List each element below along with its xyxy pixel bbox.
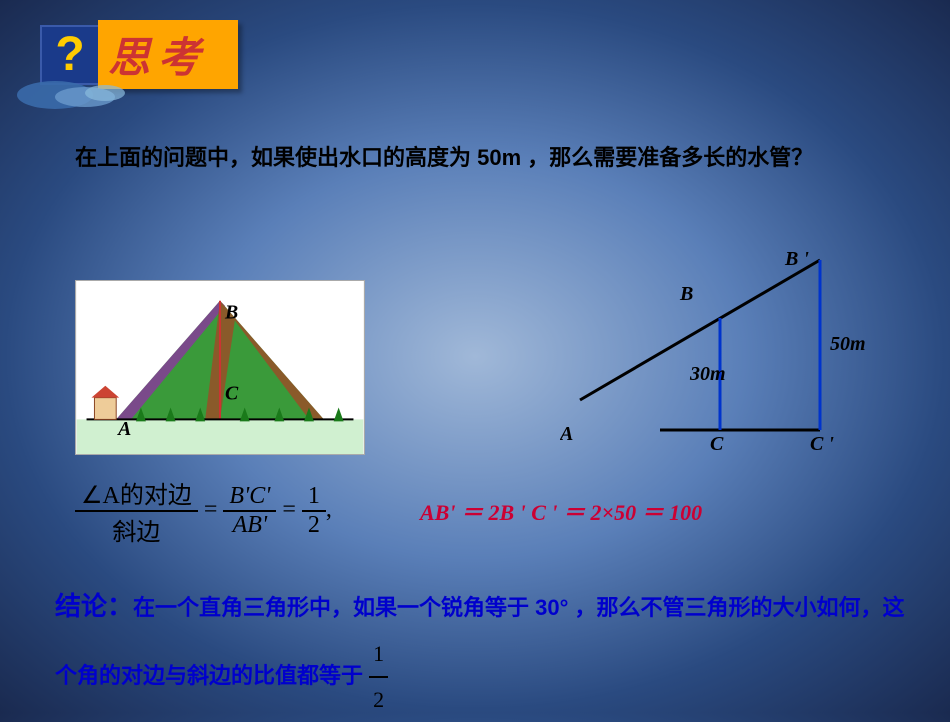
formula-comma: ,: [326, 497, 332, 523]
label-B: B: [679, 283, 693, 305]
formula-lhs-num: ∠A的对边: [75, 475, 198, 512]
question-text: 在上面的问题中，如果使出水口的高度为 50m ，那么需要准备多长的水管？: [75, 140, 875, 175]
label-30m: 30m: [689, 363, 726, 385]
conclusion-body: 在一个直角三角形中，如果一个锐角等于 30° ，那么不管三角形的大小如何，这个角…: [55, 595, 905, 688]
question-mark-icon: ?: [55, 27, 84, 82]
conclusion-frac-num: 1: [369, 632, 388, 678]
point-B-label: B: [224, 302, 238, 324]
eq2: =: [282, 497, 296, 523]
decoration-swirl: [15, 75, 135, 115]
point-C-label: C: [225, 383, 239, 405]
label-A: A: [560, 423, 573, 445]
conclusion-text: 结论：在一个直角三角形中，如果一个锐角等于 30° ，那么不管三角形的大小如何，…: [55, 580, 925, 722]
formula-mid-num: B'C': [223, 483, 276, 512]
conclusion-frac-den: 2: [369, 678, 388, 722]
conclusion-fraction: 1 2: [369, 632, 388, 722]
mountain-illustration: A B C: [75, 280, 365, 455]
formula-mid-den: AB': [223, 512, 276, 539]
label-Cp: C ': [810, 433, 834, 450]
formula-rhs-den: 2: [302, 512, 326, 539]
eq1: =: [204, 497, 218, 523]
answer-equation: AB' ＝ 2B ' C ' ＝ 2×50 ＝ 100: [420, 495, 702, 527]
label-50m: 50m: [830, 333, 866, 355]
point-A-label: A: [116, 418, 131, 440]
formula-lhs-den: 斜边: [75, 512, 198, 547]
triangle-diagram: A B B ' C C ' 30m 50m: [560, 250, 880, 450]
conclusion-label: 结论：: [55, 591, 133, 621]
title-text: 思考: [108, 34, 208, 81]
sine-ratio-formula: ∠A的对边 斜边 = B'C' AB' = 1 2 ,: [75, 475, 332, 547]
formula-rhs-num: 1: [302, 483, 326, 512]
label-C: C: [710, 433, 724, 450]
label-Bp: B ': [784, 250, 809, 270]
